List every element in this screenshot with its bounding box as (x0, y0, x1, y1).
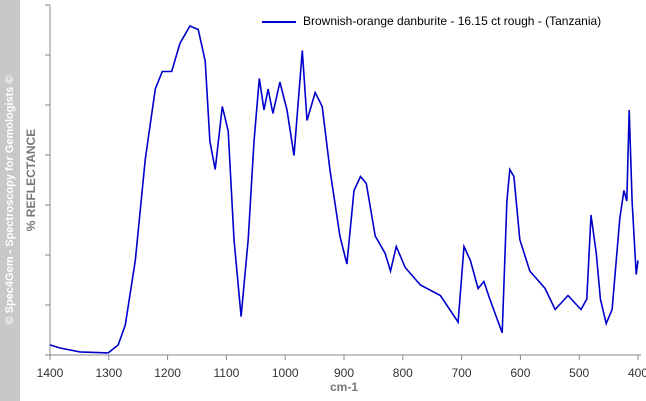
watermark: © Spec4Gem - Spectroscopy for Gemologist… (4, 75, 16, 324)
x-tick-label: 800 (393, 366, 413, 380)
x-tick-label: 700 (452, 366, 472, 380)
watermark-band (0, 0, 20, 401)
x-tick-label: 1000 (272, 366, 299, 380)
y-axis-label: % REFLECTANCE (24, 129, 38, 231)
y-tick-marks (45, 4, 50, 356)
spectrum-line (49, 24, 639, 354)
x-tick-label: 400 (628, 366, 646, 380)
x-tick-label: 1400 (37, 366, 64, 380)
legend-label: Brownish-orange danburite - 16.15 ct rou… (303, 14, 601, 28)
x-axis-label: cm-1 (330, 380, 358, 394)
x-tick-label: 1300 (95, 366, 122, 380)
x-tick-label: 500 (569, 366, 589, 380)
x-tick-label: 900 (334, 366, 354, 380)
x-tick-label: 1100 (213, 366, 239, 380)
x-tick-label: 600 (510, 366, 530, 380)
x-tick-label: 1200 (154, 366, 181, 380)
